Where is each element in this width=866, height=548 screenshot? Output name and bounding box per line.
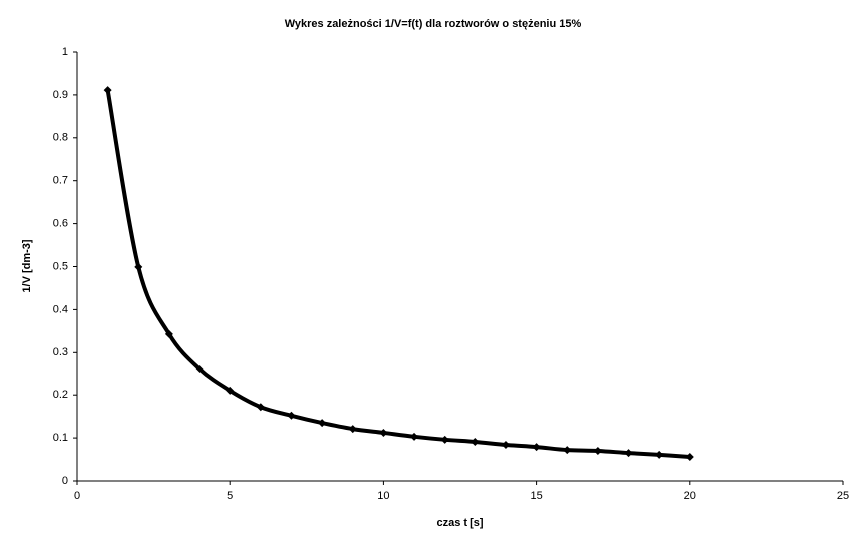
chart-title: Wykres zależności 1/V=f(t) dla roztworów… — [285, 18, 582, 30]
x-tick-label: 5 — [227, 490, 233, 502]
marker — [164, 329, 173, 338]
y-tick-label: 0.3 — [53, 346, 68, 358]
y-tick-label: 0.7 — [53, 175, 68, 187]
y-tick-label: 0.8 — [53, 132, 68, 144]
marker — [256, 403, 265, 412]
marker — [226, 386, 235, 395]
x-axis-label: czas t [s] — [436, 517, 483, 529]
y-tick-label: 0.4 — [53, 303, 68, 315]
marker — [134, 262, 143, 271]
y-tick-label: 0 — [62, 475, 68, 487]
marker — [532, 443, 541, 452]
x-tick-label: 25 — [837, 490, 849, 502]
y-axis-label: 1/V [dm-3] — [21, 239, 33, 293]
marker — [655, 450, 664, 459]
marker — [318, 419, 327, 428]
x-tick-label: 0 — [74, 490, 80, 502]
marker — [195, 365, 204, 374]
marker — [410, 432, 419, 441]
y-tick-label: 0.2 — [53, 389, 68, 401]
x-tick-label: 15 — [530, 490, 542, 502]
marker — [440, 435, 449, 444]
marker — [501, 440, 510, 449]
marker — [348, 425, 357, 434]
y-tick-label: 0.1 — [53, 432, 68, 444]
marker — [287, 411, 296, 420]
marker — [103, 86, 112, 95]
x-tick-label: 20 — [684, 490, 696, 502]
y-tick-label: 0.6 — [53, 218, 68, 230]
marker — [624, 449, 633, 458]
y-tick-label: 0.5 — [53, 260, 68, 272]
marker — [685, 452, 694, 461]
marker — [563, 446, 572, 455]
marker — [379, 428, 388, 437]
marker — [593, 446, 602, 455]
y-tick-label: 0.9 — [53, 89, 68, 101]
x-tick-label: 10 — [377, 490, 389, 502]
trend-line — [105, 89, 690, 459]
marker — [471, 437, 480, 446]
y-tick-label: 1 — [62, 46, 68, 58]
